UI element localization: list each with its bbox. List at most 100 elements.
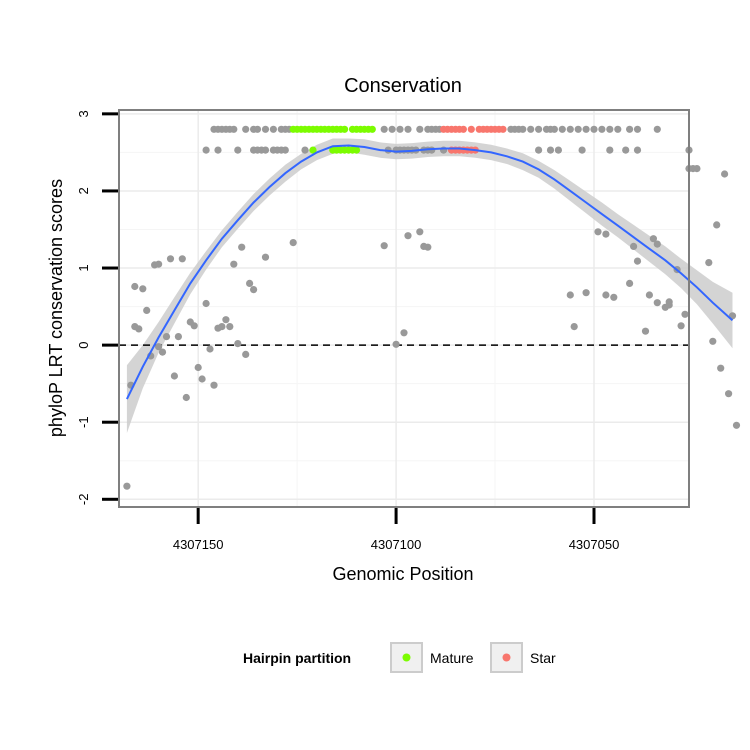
legend-star-dot (502, 653, 511, 662)
chart-title: Conservation (344, 75, 462, 97)
data-point-none (162, 333, 171, 341)
y-tick-label: 2 (76, 187, 91, 194)
data-point-none (206, 345, 214, 353)
data-point-none (380, 125, 388, 133)
data-point-star (499, 125, 507, 133)
data-point-none (222, 316, 230, 324)
data-point-none (606, 125, 614, 133)
data-point-none (238, 243, 246, 251)
data-point-none (218, 323, 226, 331)
y-axis: -2 -1 0 1 2 3 (76, 110, 118, 505)
data-point-none (681, 310, 689, 318)
smooth-trend-line (126, 144, 734, 400)
data-point-none (705, 259, 713, 267)
y-tick-label: -2 (76, 494, 91, 506)
data-point-none (633, 125, 642, 133)
data-point-none (626, 279, 634, 287)
x-tick-label: 4307050 (569, 537, 620, 552)
panel-background (119, 110, 689, 507)
legend-mature-dot (402, 653, 411, 662)
data-point-none (202, 299, 210, 308)
data-point-none (519, 125, 527, 133)
data-point-none (527, 125, 535, 133)
data-point-none (641, 327, 650, 335)
data-point-none (234, 340, 242, 348)
data-point-none (622, 146, 630, 154)
data-point-none (158, 348, 167, 356)
data-point-none (721, 170, 729, 178)
data-point-none (566, 125, 574, 133)
data-point-none (230, 260, 238, 268)
data-point-none (155, 260, 163, 268)
legend-title: Hairpin partition (243, 650, 351, 666)
y-tick-label: 3 (76, 110, 91, 117)
data-point-none (214, 146, 222, 154)
data-point-none (242, 125, 250, 133)
x-axis-title: Genomic Position (332, 564, 473, 584)
data-point-none (582, 289, 590, 297)
data-point-star (467, 125, 475, 133)
data-point-none (653, 299, 661, 307)
data-point-none (610, 293, 618, 301)
data-point-none (614, 125, 622, 133)
data-point-none (139, 285, 147, 293)
data-point-mature (341, 125, 349, 133)
data-point-none (253, 125, 262, 133)
data-point-mature (352, 146, 361, 154)
data-point-none (380, 242, 388, 250)
data-point-none (416, 228, 424, 236)
data-point-none (226, 323, 234, 331)
data-point-none (261, 253, 270, 261)
data-point-none (713, 221, 721, 229)
data-point-none (194, 363, 202, 372)
data-point-none (301, 146, 309, 154)
data-point-none (645, 291, 654, 299)
scatter-points (123, 125, 741, 490)
data-point-none (606, 146, 614, 154)
data-point-none (633, 146, 642, 154)
y-tick-label: -1 (76, 416, 91, 428)
data-point-none (570, 323, 578, 331)
data-point-none (202, 146, 210, 154)
data-point-none (190, 322, 198, 330)
data-point-none (143, 306, 151, 314)
data-point-none (404, 232, 412, 240)
data-point-none (566, 291, 574, 299)
data-point-none (198, 375, 206, 383)
data-point-none (630, 242, 638, 250)
data-point-none (732, 421, 741, 429)
data-point-none (649, 235, 658, 243)
data-point-none (550, 125, 559, 133)
data-point-none (626, 125, 634, 133)
data-point-none (178, 255, 186, 263)
data-point-none (392, 340, 400, 348)
data-point-none (653, 125, 661, 133)
data-point-none (123, 482, 131, 490)
data-point-none (261, 125, 270, 133)
data-point-none (709, 337, 717, 345)
x-tick-label: 4307150 (173, 537, 224, 552)
data-point-none (633, 257, 642, 265)
data-point-none (590, 125, 598, 133)
data-point-none (653, 240, 661, 248)
data-point-none (174, 333, 182, 341)
data-point-none (166, 255, 175, 263)
data-point-none (210, 381, 218, 389)
legend-label-mature: Mature (430, 650, 474, 666)
data-point-none (598, 125, 606, 133)
data-point-none (535, 146, 543, 154)
data-point-none (578, 146, 586, 154)
x-axis: 4307150 4307100 4307050 (173, 508, 619, 552)
data-point-none (230, 125, 238, 133)
plot-panel (118, 109, 741, 508)
data-point-none (261, 146, 270, 154)
data-point-none (404, 125, 412, 133)
data-point-none (246, 279, 254, 287)
data-point-none (289, 239, 297, 247)
data-point-none (269, 125, 277, 133)
data-point-none (717, 364, 725, 372)
data-point-none (182, 393, 190, 402)
y-axis-title: phyloP LRT conservation scores (46, 179, 66, 437)
data-point-none (665, 301, 673, 309)
